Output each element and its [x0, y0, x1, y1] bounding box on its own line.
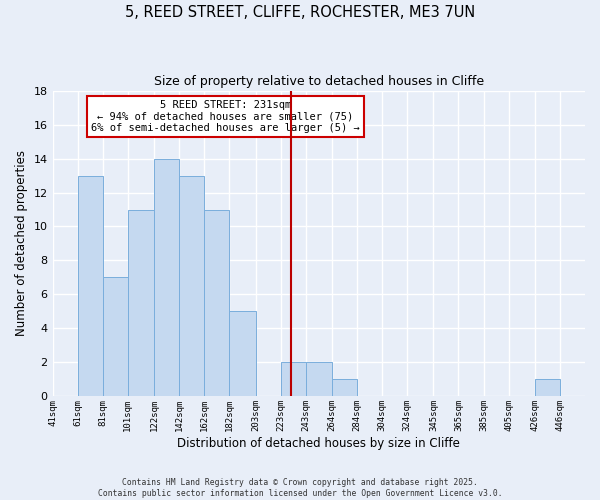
Bar: [332, 380, 357, 396]
Text: Contains HM Land Registry data © Crown copyright and database right 2025.
Contai: Contains HM Land Registry data © Crown c…: [98, 478, 502, 498]
Bar: [204, 210, 229, 396]
Y-axis label: Number of detached properties: Number of detached properties: [15, 150, 28, 336]
Bar: [305, 362, 332, 396]
Bar: [128, 210, 154, 396]
Text: 5, REED STREET, CLIFFE, ROCHESTER, ME3 7UN: 5, REED STREET, CLIFFE, ROCHESTER, ME3 7…: [125, 5, 475, 20]
Text: 5 REED STREET: 231sqm
← 94% of detached houses are smaller (75)
6% of semi-detac: 5 REED STREET: 231sqm ← 94% of detached …: [91, 100, 360, 133]
Bar: [154, 158, 179, 396]
Bar: [281, 362, 305, 396]
Bar: [103, 278, 128, 396]
Bar: [229, 312, 256, 396]
Bar: [535, 380, 560, 396]
Title: Size of property relative to detached houses in Cliffe: Size of property relative to detached ho…: [154, 75, 484, 88]
Bar: [179, 176, 204, 396]
X-axis label: Distribution of detached houses by size in Cliffe: Distribution of detached houses by size …: [178, 437, 460, 450]
Bar: [77, 176, 103, 396]
